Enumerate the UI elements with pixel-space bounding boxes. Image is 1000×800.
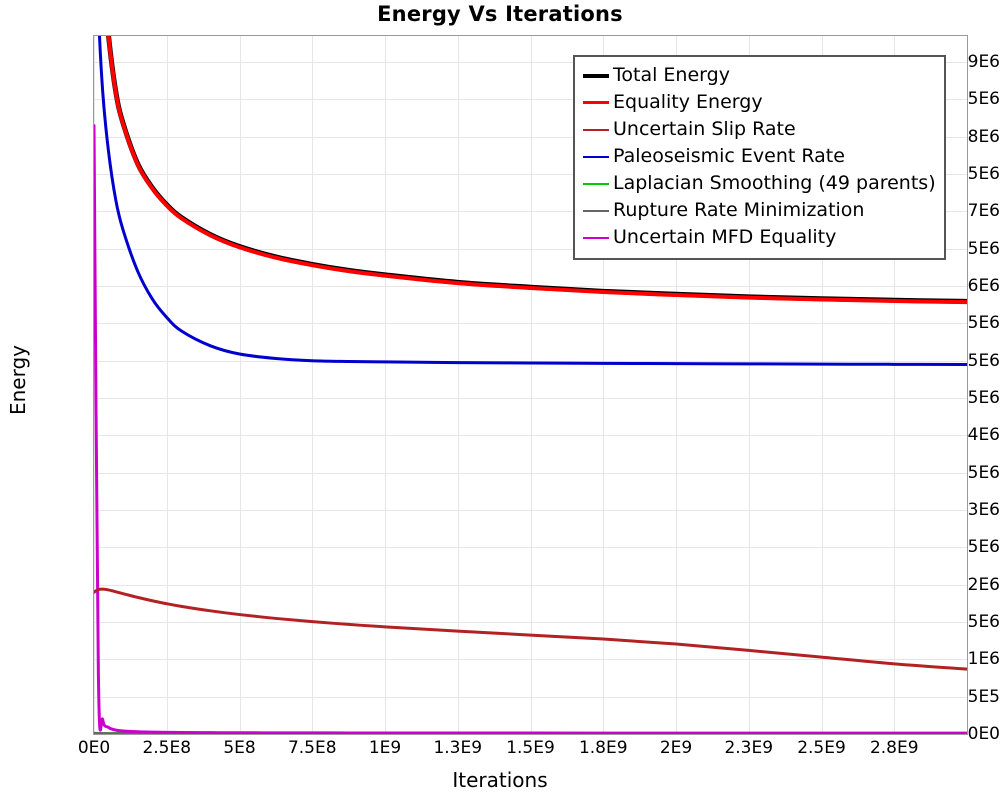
gridline-vertical (240, 36, 241, 734)
gridline-horizontal (94, 473, 967, 474)
series-line (94, 587, 967, 671)
gridline-horizontal (94, 62, 967, 63)
series-line (97, 36, 967, 366)
gridline-vertical (531, 36, 532, 734)
legend: Total Energy Equality Energy Uncertain Sli… (573, 55, 946, 260)
legend-label: Uncertain MFD Equality (613, 226, 837, 248)
gridline-horizontal (94, 435, 967, 436)
gridline-horizontal (94, 174, 967, 175)
legend-label: Uncertain Slip Rate (613, 118, 796, 140)
x-axis-label: Iterations (452, 768, 548, 792)
gridline-horizontal (94, 137, 967, 138)
y-tick-label: 5E6 (967, 350, 1000, 371)
y-tick-label: 3E6 (967, 500, 1000, 521)
gridline-vertical (749, 36, 750, 734)
gridline-horizontal (94, 323, 967, 324)
legend-color-swatch (583, 128, 609, 131)
x-tick-label: 0E0 (77, 738, 111, 758)
gridline-horizontal (94, 622, 967, 623)
legend-label: Laplacian Smoothing (49 parents) (613, 172, 936, 194)
x-tick-label: 2E9 (659, 738, 693, 758)
legend-label: Total Energy (613, 64, 730, 86)
y-tick-label: 9E6 (967, 52, 1000, 73)
x-tick-label: 1.5E9 (506, 738, 555, 758)
gridline-vertical (458, 36, 459, 734)
legend-color-swatch (583, 73, 609, 78)
y-tick-label: 2E6 (967, 574, 1000, 595)
x-tick-label: 1E9 (368, 738, 402, 758)
y-tick-label: 5E5 (967, 686, 1000, 707)
chart-title: Energy Vs Iterations (377, 2, 623, 26)
gridline-horizontal (94, 211, 967, 212)
y-tick-label: 8E6 (967, 126, 1000, 147)
legend-item[interactable]: Uncertain MFD Equality (583, 224, 936, 251)
gridline-vertical (676, 36, 677, 734)
gridline-horizontal (94, 659, 967, 660)
gridline-vertical (312, 36, 313, 734)
legend-label: Paleoseismic Event Rate (613, 145, 845, 167)
gridline-horizontal (94, 547, 967, 548)
legend-color-swatch (583, 101, 609, 104)
gridline-vertical (603, 36, 604, 734)
y-tick-label: 1E6 (967, 649, 1000, 670)
x-tick-label: 7.5E8 (287, 738, 337, 758)
x-tick-label: 2.5E8 (142, 738, 192, 758)
legend-color-swatch (583, 182, 609, 185)
legend-item[interactable]: Rupture Rate Minimization (583, 197, 936, 224)
gridline-horizontal (94, 99, 967, 100)
legend-color-swatch (583, 155, 609, 158)
legend-color-swatch (583, 236, 609, 239)
gridline-horizontal (94, 697, 967, 698)
x-tick-label: 2.5E9 (797, 738, 846, 758)
legend-item[interactable]: Equality Energy (583, 89, 936, 116)
series-line (106, 36, 967, 305)
x-tick-label: 1.3E9 (433, 738, 483, 758)
x-tick-label: 5E8 (223, 738, 256, 758)
gridline-horizontal (94, 249, 967, 250)
gridline-vertical (822, 36, 823, 734)
gridline-vertical (167, 36, 168, 734)
x-tick-label: 2.3E9 (724, 738, 774, 758)
gridline-vertical (385, 36, 386, 734)
x-tick-label: 2.8E9 (869, 738, 919, 758)
series-lines (94, 36, 967, 734)
y-tick-label: 6E6 (967, 276, 1000, 297)
legend-item[interactable]: Uncertain Slip Rate (583, 116, 936, 143)
series-line (94, 124, 967, 734)
gridline-horizontal (94, 398, 967, 399)
x-tick-label: 1.8E9 (578, 738, 628, 758)
y-axis-label: Energy (6, 344, 30, 416)
gridline-vertical (894, 36, 895, 734)
y-tick-label: 0E0 (967, 724, 1000, 744)
legend-item[interactable]: Paleoseismic Event Rate (583, 143, 936, 170)
gridline-horizontal (94, 585, 967, 586)
legend-item[interactable]: Total Energy (583, 62, 936, 89)
legend-item[interactable]: Laplacian Smoothing (49 parents) (583, 170, 936, 197)
y-tick-label: 7E6 (967, 201, 1000, 222)
gridline-horizontal (94, 510, 967, 511)
legend-color-swatch (583, 209, 609, 212)
legend-label: Rupture Rate Minimization (613, 199, 865, 221)
gridline-horizontal (94, 734, 967, 735)
legend-label: Equality Energy (613, 91, 763, 113)
y-tick-label: 4E6 (967, 425, 1000, 446)
